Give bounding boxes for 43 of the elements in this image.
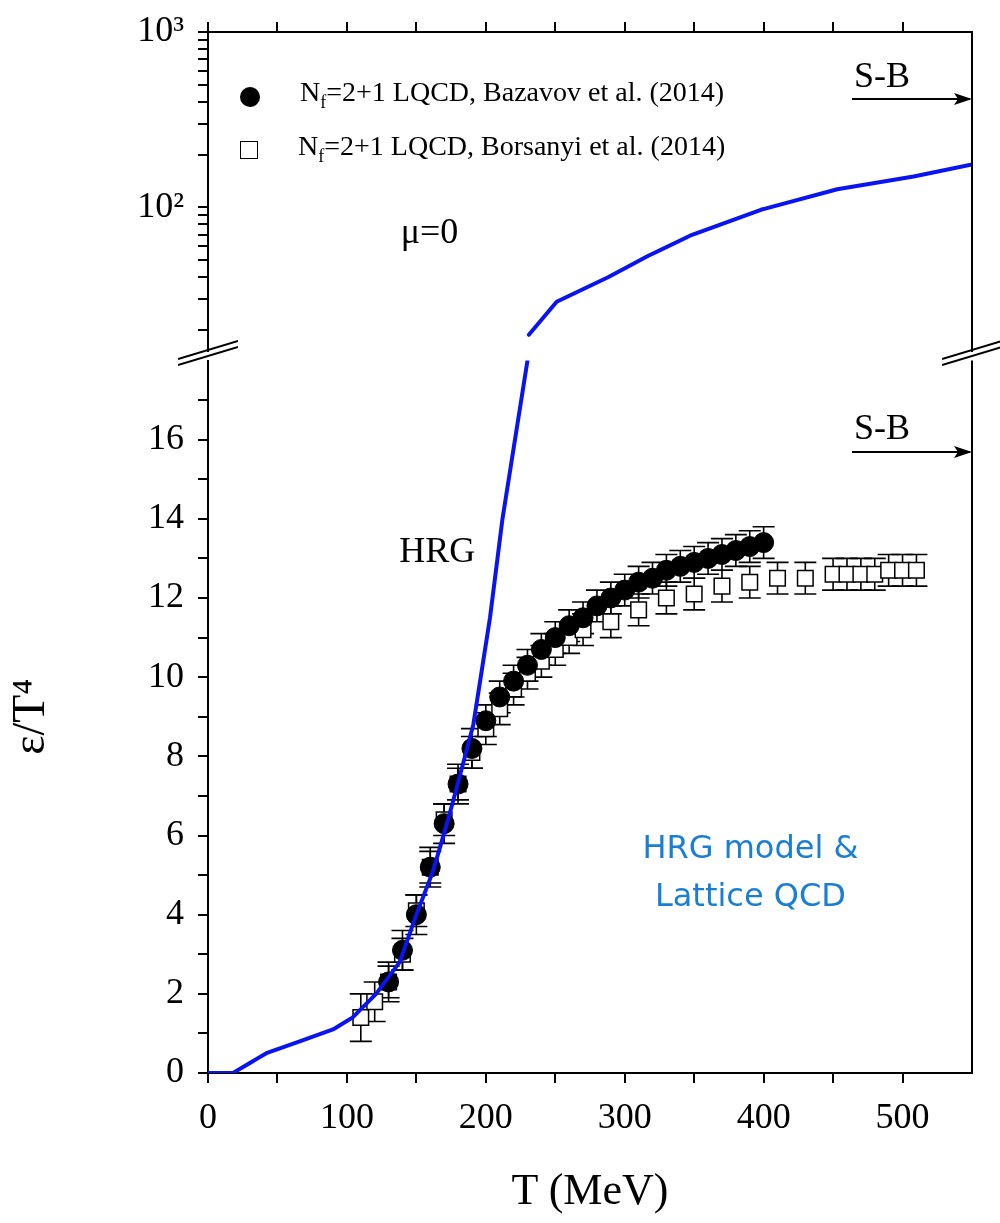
annotation: HRG bbox=[399, 530, 476, 571]
y-tick-label: 8 bbox=[166, 733, 184, 774]
y-tick-label: 6 bbox=[166, 812, 184, 853]
point bbox=[602, 613, 620, 631]
y-tick-label: 0 bbox=[166, 1050, 184, 1091]
annotation: HRG model & Lattice QCD bbox=[642, 827, 859, 914]
point bbox=[530, 638, 552, 660]
point bbox=[769, 569, 787, 587]
x-tick-label: 400 bbox=[736, 1096, 791, 1137]
legend-label: N$_{f}$=2+1 LQCD, Borsanyi et al. (2014) bbox=[298, 128, 726, 168]
point bbox=[572, 607, 594, 629]
point bbox=[489, 686, 511, 708]
ref-line-label: S-B bbox=[854, 406, 911, 447]
y-tick-label: 10³ bbox=[137, 9, 185, 50]
point bbox=[475, 710, 497, 732]
point bbox=[516, 654, 538, 676]
point bbox=[796, 569, 814, 587]
ref-line-label: S-B bbox=[854, 54, 911, 95]
y-tick-label: 10² bbox=[137, 184, 184, 225]
point bbox=[685, 585, 703, 603]
y-tick-label: 12 bbox=[148, 575, 184, 616]
x-tick-label: 500 bbox=[875, 1096, 930, 1137]
point bbox=[657, 589, 675, 607]
point bbox=[753, 532, 775, 554]
x-tick-label: 200 bbox=[458, 1096, 513, 1137]
y-tick-label: 10 bbox=[148, 654, 184, 695]
x-tick-label: 0 bbox=[199, 1096, 217, 1137]
annotation: μ=0 bbox=[400, 211, 459, 252]
y-tick-label: 2 bbox=[166, 971, 184, 1012]
point bbox=[503, 670, 525, 692]
legend-label: N$_{f}$=2+1 LQCD, Bazavov et al. (2014) bbox=[300, 75, 725, 114]
x-tick-label: 300 bbox=[597, 1096, 652, 1137]
point bbox=[630, 601, 648, 619]
point bbox=[907, 561, 925, 579]
y-tick-label: 16 bbox=[148, 417, 184, 458]
x-tick-label: 100 bbox=[319, 1096, 374, 1137]
y-axis-title: ε/T⁴ bbox=[2, 678, 54, 755]
y-tick-label: 4 bbox=[166, 892, 184, 933]
point bbox=[741, 573, 759, 591]
y-tick-label: 14 bbox=[148, 496, 184, 537]
x-axis-title: T (MeV) bbox=[511, 1165, 669, 1215]
point bbox=[713, 577, 731, 595]
point bbox=[544, 627, 566, 649]
